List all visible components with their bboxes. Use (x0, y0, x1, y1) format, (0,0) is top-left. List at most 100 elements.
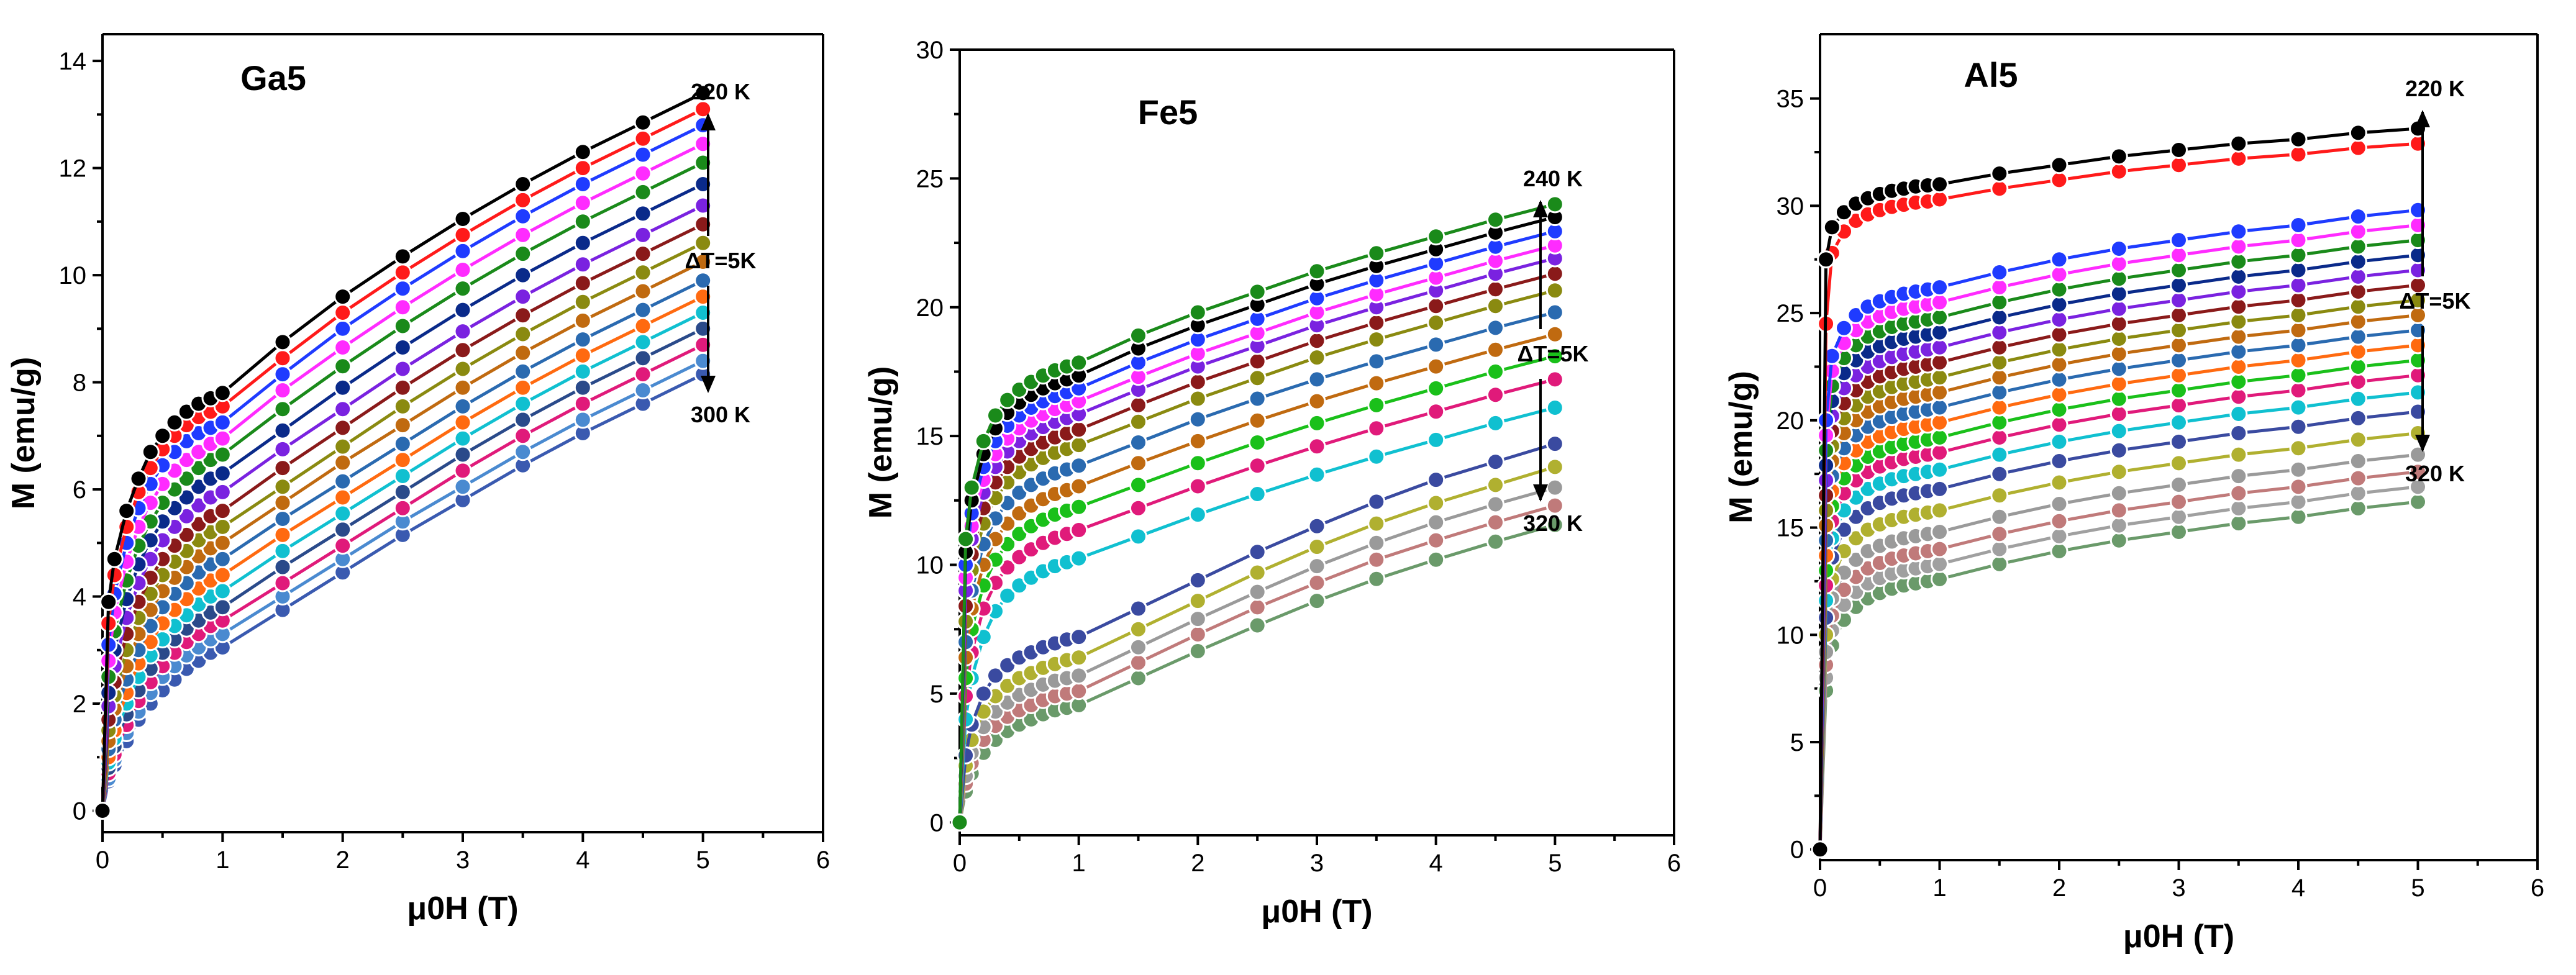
y-tick-label: 10 (1777, 622, 1805, 649)
x-tick-label: 0 (1813, 874, 1827, 902)
data-point (334, 400, 352, 419)
data-point (1931, 278, 1949, 297)
data-point (1427, 430, 1445, 449)
data-point (1990, 398, 2009, 417)
data-point (634, 225, 652, 244)
data-point (1367, 330, 1386, 349)
data-point (2050, 385, 2069, 404)
data-point (514, 306, 532, 325)
data-point (2109, 389, 2128, 408)
data-point (2170, 413, 2188, 432)
data-point (634, 113, 652, 132)
data-point (1545, 478, 1564, 497)
data-point (1990, 555, 2009, 573)
data-point (2229, 388, 2248, 406)
data-point (1486, 532, 1504, 551)
data-point (273, 459, 292, 478)
data-point (453, 413, 472, 432)
data-point (2229, 297, 2248, 316)
y-tick-label: 30 (1777, 193, 1805, 220)
data-point (2050, 311, 2069, 329)
data-point (998, 391, 1017, 409)
data-point (1070, 648, 1088, 667)
data-point (1248, 616, 1267, 635)
x-tick-label: 4 (576, 846, 589, 874)
bottom-temperature-label: 320 K (2405, 461, 2465, 486)
data-point (2109, 240, 2128, 258)
data-point (2109, 314, 2128, 333)
data-point (2050, 340, 2069, 359)
series-240k (950, 195, 1564, 832)
y-tick-label: 0 (930, 809, 944, 837)
data-point (1817, 250, 1836, 269)
data-point (2170, 432, 2188, 451)
data-point (573, 362, 592, 381)
data-point (634, 317, 652, 335)
data-point (2170, 291, 2188, 309)
data-point (2170, 246, 2188, 265)
data-point (1990, 293, 2009, 312)
data-point (2229, 405, 2248, 423)
data-point (1931, 323, 1949, 342)
data-point (393, 298, 412, 317)
data-point (1931, 175, 1949, 194)
data-point (2289, 492, 2308, 511)
data-point (1990, 445, 2009, 464)
data-point (1931, 383, 1949, 402)
data-point (2170, 396, 2188, 415)
data-point (1931, 308, 1949, 327)
data-point (273, 525, 292, 544)
data-point (2349, 222, 2367, 241)
data-point (1931, 443, 1949, 462)
data-point (1545, 370, 1564, 389)
data-point (1188, 592, 1207, 610)
chart-panel-al5: 0 1 2 3 4 5 6 0 5 10 15 20 25 30 35 μ0H (T) M (emu/g) Al5… (1723, 33, 2544, 955)
data-point (1188, 410, 1207, 429)
data-point (2050, 280, 2069, 299)
data-point (986, 406, 1004, 425)
data-point (634, 349, 652, 368)
data-point (634, 365, 652, 384)
data-point (2109, 531, 2128, 550)
x-tick-label: 1 (1072, 850, 1086, 877)
data-point (514, 266, 532, 284)
series-260k (1811, 291, 2427, 859)
data-point (453, 341, 472, 360)
top-temperature-label: 220 K (2405, 76, 2465, 101)
series-230k (93, 116, 712, 820)
data-point (2109, 162, 2128, 181)
y-tick-label: 20 (1777, 407, 1805, 435)
data-point (393, 483, 412, 501)
data-point (2109, 516, 2128, 535)
data-point (1990, 383, 2009, 402)
data-point (334, 338, 352, 356)
data-point (1367, 314, 1386, 332)
x-axis-title: μ0H (T) (1261, 894, 1372, 930)
data-point (1308, 370, 1326, 389)
y-tick-label: 8 (73, 370, 86, 397)
series-240k (93, 153, 712, 820)
data-point (514, 427, 532, 445)
data-point (93, 802, 112, 820)
data-point (1931, 338, 1949, 356)
data-point (2289, 351, 2308, 370)
series-220k (93, 84, 712, 820)
data-point (2050, 452, 2069, 470)
y-tick-label: 12 (59, 155, 87, 183)
data-point (1308, 592, 1326, 610)
data-point (2349, 267, 2367, 286)
data-point (2050, 432, 2069, 451)
data-point (273, 333, 292, 351)
series-300k (1811, 424, 2427, 859)
data-point (153, 427, 172, 445)
data-point (573, 274, 592, 292)
data-point (1188, 454, 1207, 473)
data-point (2170, 261, 2188, 279)
data-point (1486, 453, 1504, 471)
y-tick-label: 5 (930, 681, 944, 708)
x-tick-label: 3 (2172, 874, 2185, 902)
x-tick-label: 4 (2292, 874, 2305, 902)
data-point (273, 365, 292, 384)
data-point (2170, 476, 2188, 494)
data-point (1367, 396, 1386, 414)
